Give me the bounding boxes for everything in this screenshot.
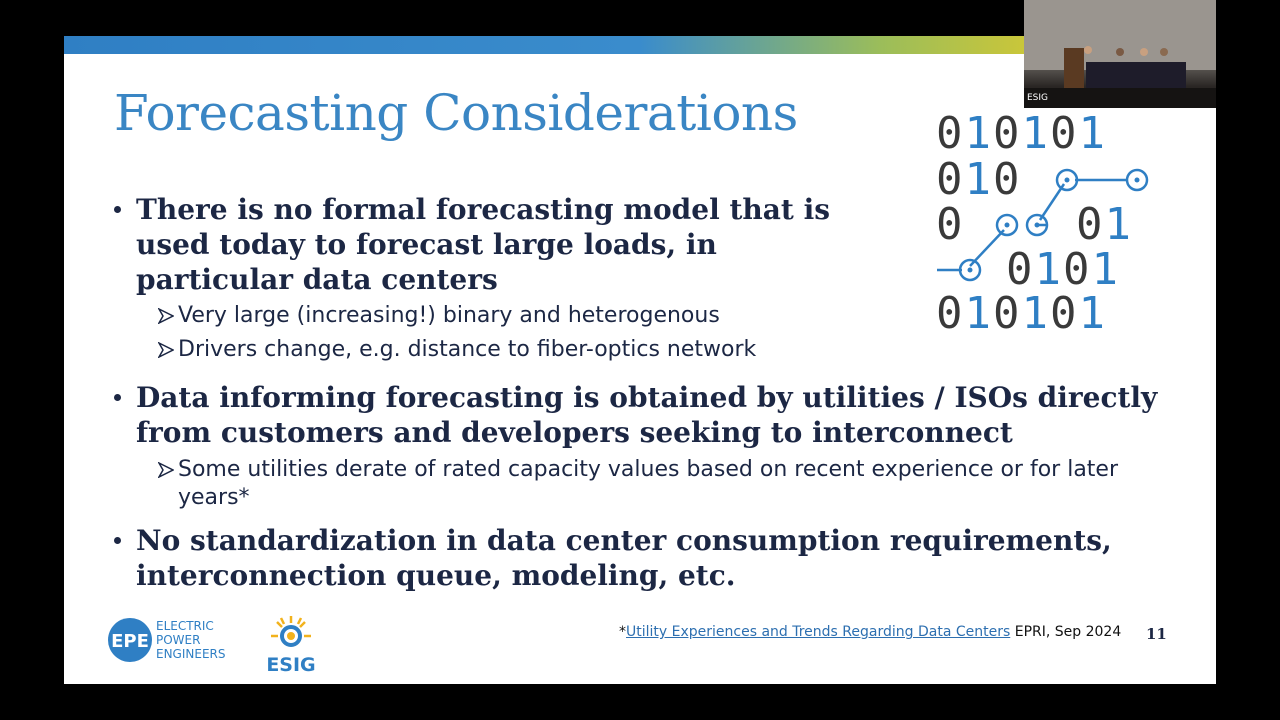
binary-digit: 1 <box>1021 108 1050 159</box>
binary-row: 010101 <box>936 112 1107 156</box>
binary-digit: 0 <box>1006 244 1035 295</box>
binary-digit: 1 <box>964 154 993 205</box>
epe-logo-text: EPE <box>111 631 149 652</box>
sub-bullet: Some utilities derate of rated capacity … <box>158 456 1158 512</box>
video-thumbnail: ESIG <box>1024 0 1216 108</box>
binary-digit: 1 <box>964 108 993 159</box>
binary-row: 01 <box>1076 203 1133 247</box>
sub-bullet: Drivers change, e.g. distance to fiber-o… <box>158 336 757 364</box>
binary-digit: 1 <box>1091 244 1120 295</box>
binary-row: 010 <box>936 158 1022 202</box>
binary-digit: 1 <box>1021 288 1050 339</box>
slide: Forecasting Considerations There is no f… <box>64 36 1216 684</box>
esig-sun <box>271 616 311 647</box>
page-number: 11 <box>1146 625 1167 643</box>
binary-digit: 1 <box>1104 199 1133 250</box>
binary-digit: 1 <box>1078 288 1107 339</box>
footnote: *Utility Experiences and Trends Regardin… <box>619 624 1121 640</box>
binary-digit: 0 <box>936 154 965 205</box>
sub-bullet: Very large (increasing!) binary and hete… <box>158 302 720 330</box>
video-label: ESIG <box>1027 93 1049 103</box>
epe-logo-line: POWER <box>156 633 200 647</box>
sub-bullet-text: Drivers change, e.g. distance to fiber-o… <box>178 337 757 362</box>
footnote-link[interactable]: Utility Experiences and Trends Regarding… <box>626 624 1011 640</box>
slide-title: Forecasting Considerations <box>114 84 798 142</box>
arrow-marker <box>158 462 174 478</box>
binary-digit: 0 <box>993 108 1022 159</box>
binary-digit: 1 <box>1078 108 1107 159</box>
bullet: No standardization in data center consum… <box>114 523 1176 593</box>
footnote-mark: * <box>619 624 626 640</box>
arrow-marker <box>158 342 174 358</box>
binary-digit: 0 <box>1050 108 1079 159</box>
binary-row: 010101 <box>936 292 1107 336</box>
binary-digit: 0 <box>936 288 965 339</box>
binary-digit: 0 <box>993 154 1022 205</box>
epe-logo-line: ELECTRIC <box>156 619 214 633</box>
footnote-source: EPRI, Sep 2024 <box>1014 624 1122 640</box>
bullet: Data informing forecasting is obtained b… <box>114 380 1176 450</box>
binary-digit: 0 <box>1063 244 1092 295</box>
arrow-marker <box>158 308 174 324</box>
bullet: There is no formal forecasting model tha… <box>114 192 836 297</box>
logos: EPE ELECTRIC POWER ENGINEERS ESIG <box>108 616 316 676</box>
binary-digit: 1 <box>964 288 993 339</box>
sub-bullet-text: Some utilities derate of rated capacity … <box>178 457 1119 510</box>
epe-circle <box>108 618 152 662</box>
binary-digit: 0 <box>936 199 965 250</box>
binary-graphic-lines <box>937 168 1149 282</box>
binary-digit: 0 <box>1076 199 1105 250</box>
header-bar <box>64 36 1024 54</box>
binary-digit: 0 <box>993 288 1022 339</box>
binary-row: 0 <box>936 203 965 247</box>
epe-logo-line: ENGINEERS <box>156 647 226 661</box>
binary-digit: 1 <box>1034 244 1063 295</box>
esig-logo-text: ESIG <box>266 654 315 676</box>
sub-bullet-text: Very large (increasing!) binary and hete… <box>178 303 720 328</box>
video-scene <box>1024 0 1216 108</box>
binary-digit: 0 <box>936 108 965 159</box>
binary-row: 0101 <box>1006 248 1120 292</box>
binary-digit: 0 <box>1050 288 1079 339</box>
